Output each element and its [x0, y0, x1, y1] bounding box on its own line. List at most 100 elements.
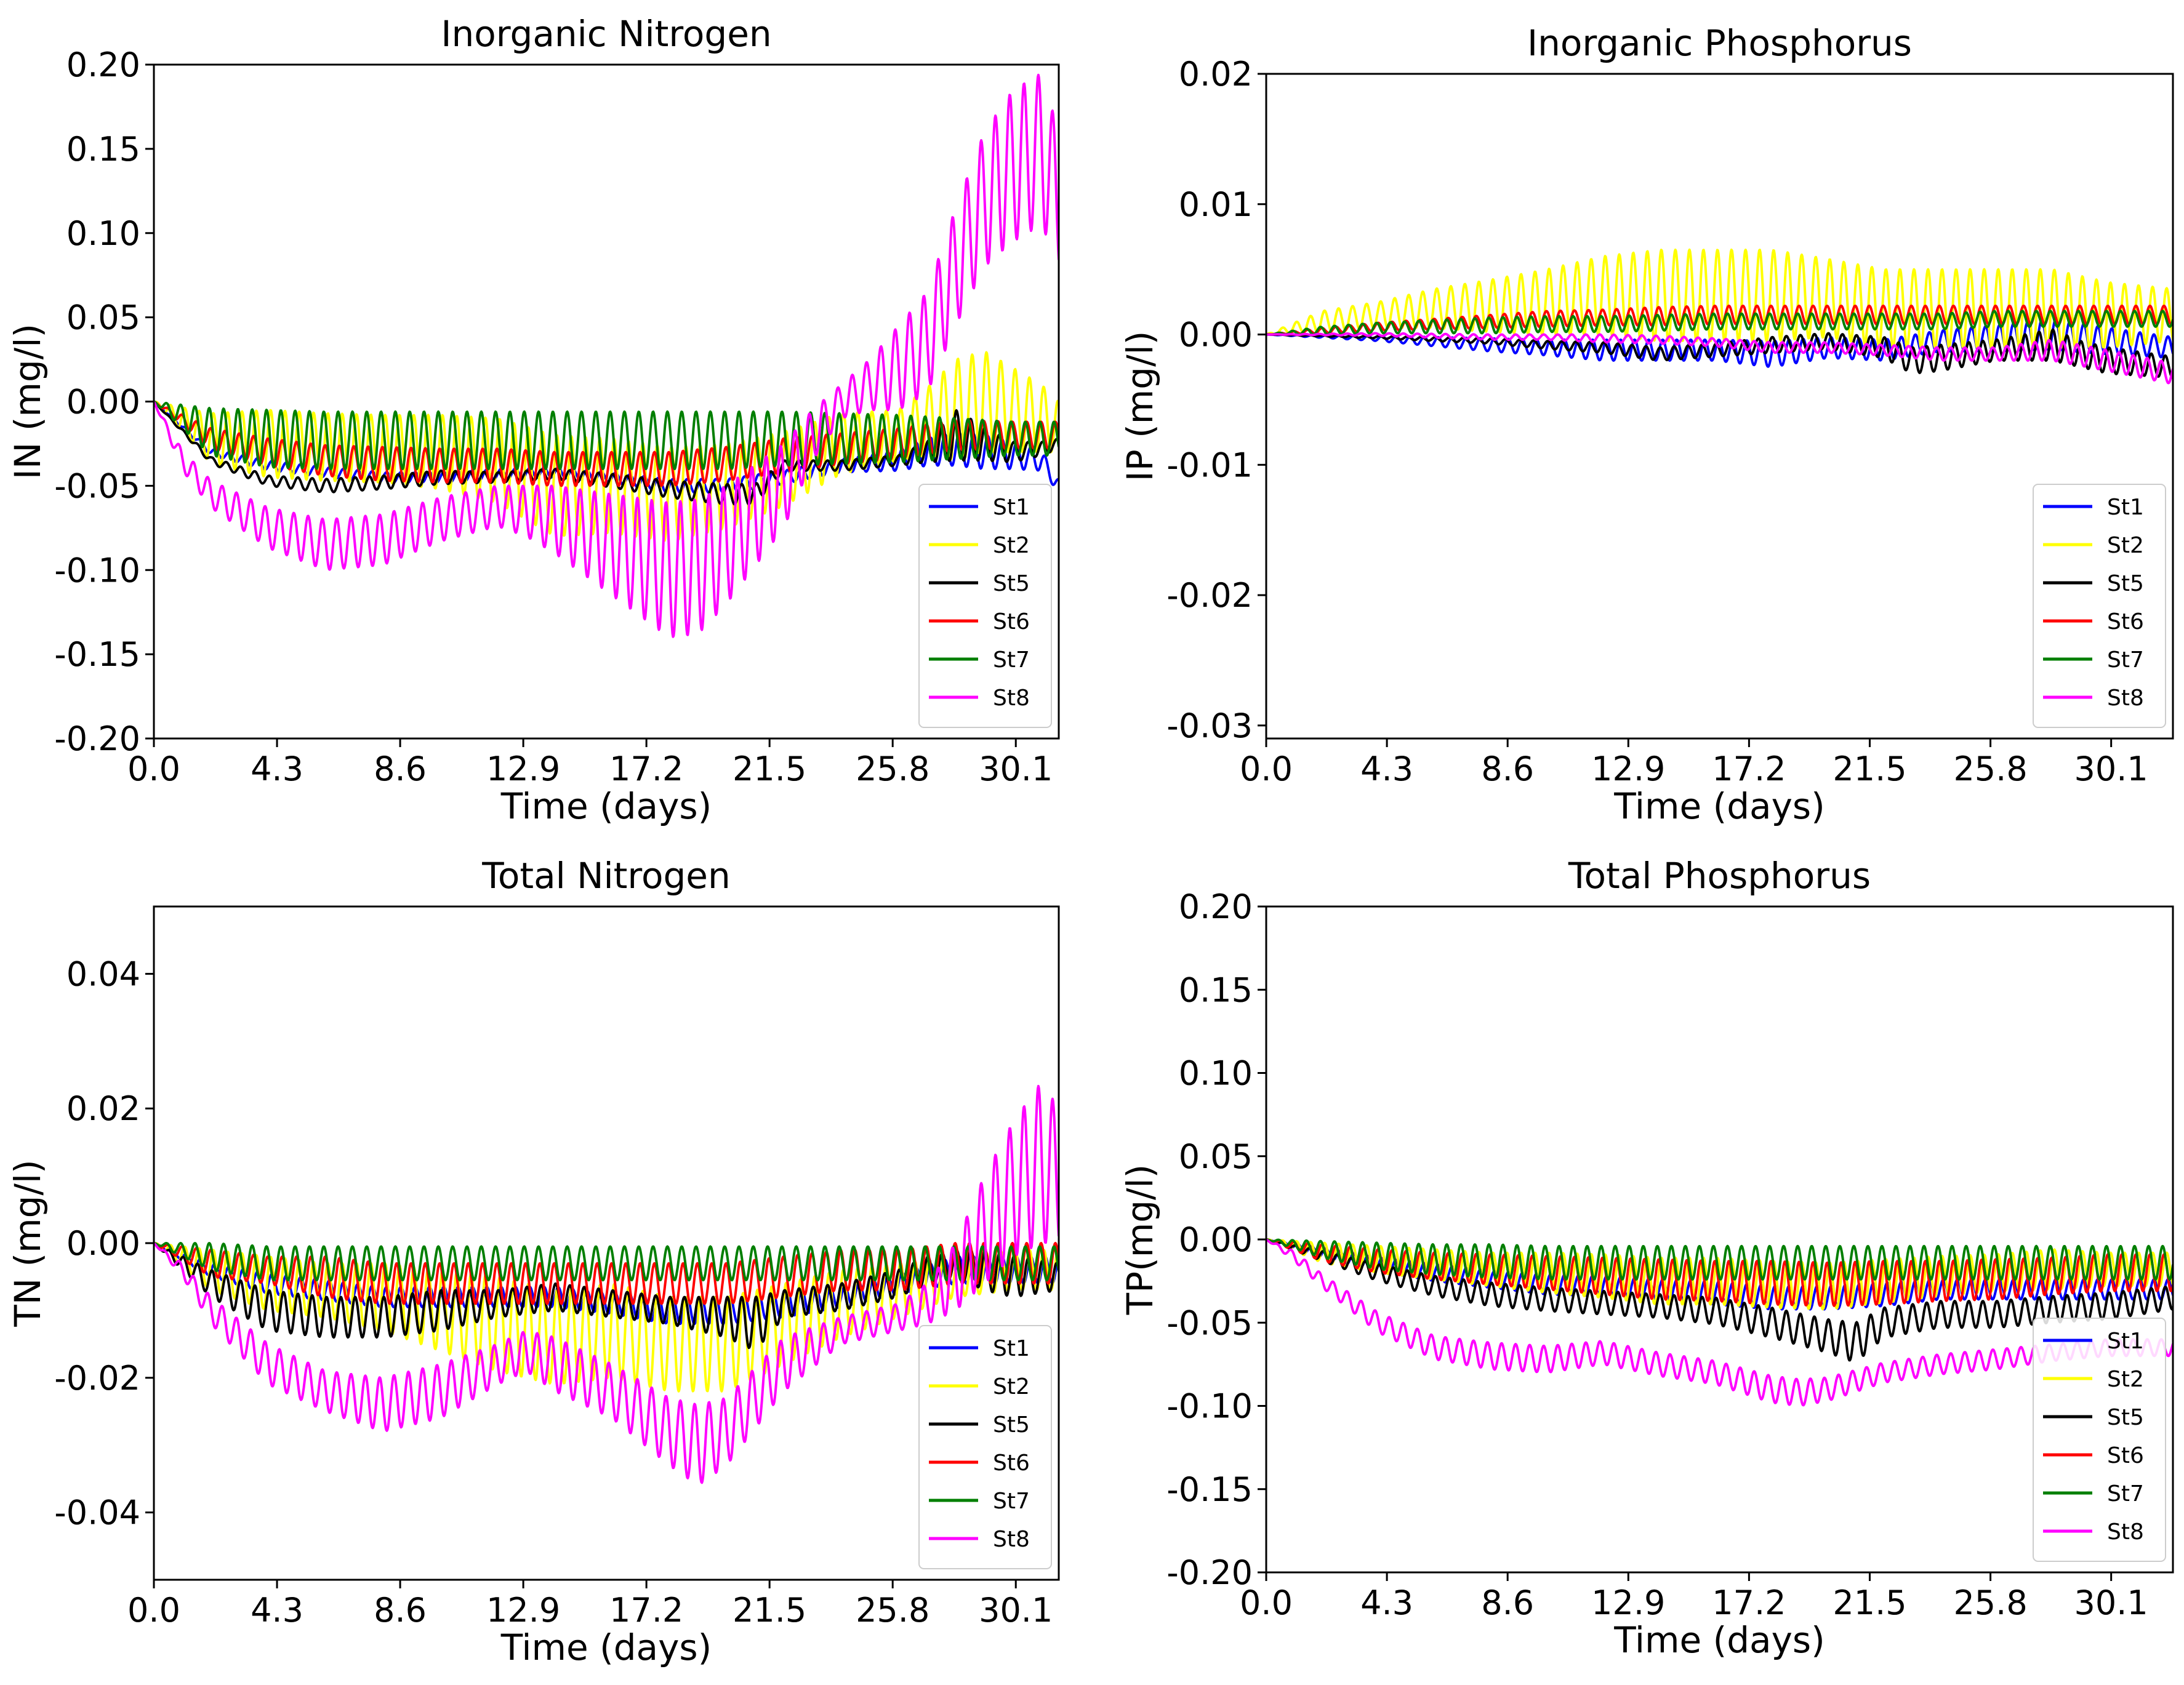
series-line-st7: [1266, 1238, 2173, 1281]
legend-label-st8: St8: [993, 686, 1030, 711]
legend-label-st1: St1: [2107, 495, 2144, 520]
series-line-st7: [154, 1242, 1059, 1282]
series-line-st6: [154, 400, 1059, 487]
x-tick-label: 8.6: [374, 1591, 427, 1630]
y-tick-label: -0.05: [1166, 1303, 1253, 1342]
x-tick-label: 25.8: [856, 750, 929, 788]
x-axis-label: Time (days): [1613, 1619, 1825, 1661]
chart-title: Total Nitrogen: [481, 855, 730, 897]
y-tick-label: -0.01: [1166, 446, 1253, 484]
x-tick-label: 21.5: [733, 1591, 806, 1630]
series-line-st5: [154, 1242, 1059, 1350]
legend-label-st1: St1: [993, 495, 1030, 520]
x-tick-label: 0.0: [127, 1591, 180, 1630]
legend-box: [918, 484, 1052, 728]
x-tick-label: 21.5: [1833, 1583, 1906, 1622]
y-tick-label: -0.02: [1166, 576, 1253, 615]
legend-label-st5: St5: [2107, 571, 2144, 596]
series-line-st6: [1266, 1238, 2173, 1307]
x-tick-label: 30.1: [2074, 750, 2148, 788]
legend-label-st2: St2: [993, 533, 1030, 558]
y-tick-label: 0.01: [1179, 185, 1253, 224]
y-tick-label: 0.20: [1179, 887, 1253, 926]
y-tick-label: 0.00: [1179, 316, 1253, 354]
legend-label-st6: St6: [993, 609, 1030, 634]
legend-label-st7: St7: [993, 1489, 1030, 1514]
legend: St1 St2 St5 St6 St7 St8: [2033, 484, 2166, 728]
series-group: [1266, 248, 2173, 385]
legend-box: [2033, 1318, 2166, 1562]
series-line-st8: [154, 73, 1059, 638]
x-tick-label: 17.2: [1712, 750, 1786, 788]
x-tick-label: 8.6: [1481, 750, 1534, 788]
legend-label-st7: St7: [993, 647, 1030, 673]
series-group: [154, 73, 1059, 638]
x-axis-label: Time (days): [1613, 785, 1825, 827]
series-line-st5: [1266, 1238, 2173, 1362]
chart-title: Inorganic Phosphorus: [1527, 22, 1912, 64]
x-tick-label: 8.6: [1481, 1583, 1534, 1622]
y-tick-label: 0.02: [1179, 55, 1253, 94]
legend-label-st5: St5: [993, 571, 1030, 596]
legend-label-st7: St7: [2107, 1481, 2144, 1507]
x-tick-label: 8.6: [374, 750, 427, 788]
legend-label-st2: St2: [2107, 533, 2144, 558]
y-tick-label: 0.05: [1179, 1137, 1253, 1176]
x-tick-label: 30.1: [979, 1591, 1053, 1630]
x-tick-label: 12.9: [1591, 750, 1665, 788]
y-tick-label: -0.20: [54, 719, 140, 758]
y-axis-label: IP (mg/l): [1119, 331, 1161, 482]
y-tick-label: -0.05: [54, 466, 140, 505]
legend-label-st2: St2: [2107, 1367, 2144, 1392]
y-tick-label: 0.00: [66, 1224, 140, 1263]
legend-label-st7: St7: [2107, 647, 2144, 673]
x-axis-label: Time (days): [500, 1627, 712, 1668]
legend: St1 St2 St5 St6 St7 St8: [2033, 1318, 2166, 1562]
legend-label-st8: St8: [2107, 1519, 2144, 1545]
x-tick-label: 4.3: [251, 750, 303, 788]
x-tick-label: 0.0: [127, 750, 180, 788]
y-tick-label: 0.15: [1179, 971, 1253, 1009]
series-line-st2: [1266, 1238, 2173, 1311]
y-tick-label: -0.20: [1166, 1553, 1253, 1592]
chart-title: Inorganic Nitrogen: [441, 13, 771, 55]
legend-label-st6: St6: [2107, 1443, 2144, 1468]
x-tick-label: 12.9: [1591, 1583, 1665, 1622]
chart-panel-2: 0.0 4.3 8.6 12.9 17.2 21.5 25.8 30.1 -0.03 -0.02 -…: [1119, 22, 2174, 827]
y-tick-label: -0.10: [54, 551, 140, 590]
legend: St1 St2 St5 St6 St7 St8: [918, 1325, 1052, 1569]
y-tick-label: 0.05: [66, 298, 140, 337]
legend-label-st8: St8: [2107, 686, 2144, 711]
y-tick-label: 0.00: [66, 383, 140, 422]
x-axis-label: Time (days): [500, 785, 712, 827]
chart-title: Total Phosphorus: [1568, 855, 1871, 897]
series-line-st5: [154, 401, 1059, 506]
legend-box: [2033, 484, 2166, 728]
y-tick-label: -0.03: [1166, 706, 1253, 745]
legend-box: [918, 1325, 1052, 1569]
series-line-st8: [1266, 332, 2173, 385]
y-axis-label: TN (mg/l): [7, 1159, 49, 1327]
legend: St1 St2 St5 St6 St7 St8: [918, 484, 1052, 728]
x-tick-label: 12.9: [486, 750, 560, 788]
x-tick-label: 25.8: [1953, 1583, 2027, 1622]
y-axis-label: IN (mg/l): [7, 324, 49, 479]
series-line-st6: [154, 1242, 1059, 1305]
x-tick-label: 17.2: [609, 1591, 683, 1630]
series-line-st8: [154, 1084, 1059, 1484]
x-tick-label: 17.2: [1712, 1583, 1786, 1622]
legend-label-st2: St2: [993, 1374, 1030, 1399]
x-tick-label: 0.0: [1240, 1583, 1293, 1622]
x-tick-label: 25.8: [856, 1591, 929, 1630]
series-line-st7: [1266, 310, 2173, 336]
series-line-st8: [1266, 1238, 2173, 1407]
x-tick-label: 17.2: [609, 750, 683, 788]
y-tick-label: -0.02: [54, 1359, 140, 1398]
y-tick-label: 0.00: [1179, 1220, 1253, 1259]
chart-panel-1: 0.0 4.3 8.6 12.9 17.2 21.5 25.8 30.1 -0.20 -0.15 -…: [7, 13, 1060, 827]
y-tick-label: -0.10: [1166, 1387, 1253, 1426]
legend-label-st8: St8: [993, 1527, 1030, 1552]
x-tick-label: 25.8: [1953, 750, 2027, 788]
y-tick-label: -0.15: [1166, 1470, 1253, 1509]
y-tick-label: -0.04: [54, 1494, 140, 1532]
